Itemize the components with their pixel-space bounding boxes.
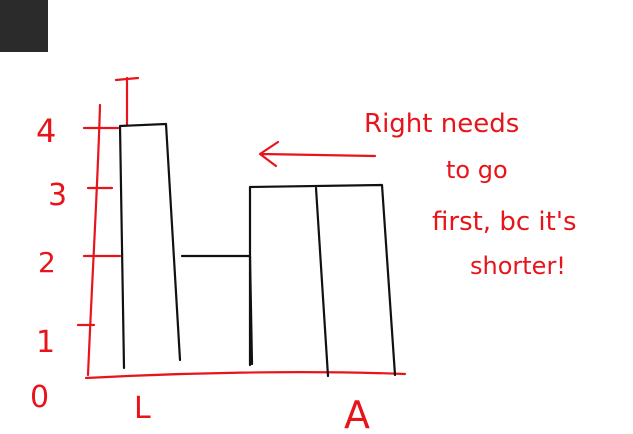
x-label-a: A xyxy=(344,393,370,434)
bar-right xyxy=(248,183,397,377)
note-line-1: Right needs xyxy=(364,109,519,139)
top-mark xyxy=(114,76,140,127)
x-label-l: L xyxy=(134,391,151,426)
y-label-0: 0 xyxy=(30,380,49,415)
note-line-4: shorter! xyxy=(470,252,566,280)
y-label-3: 3 xyxy=(48,178,67,213)
bar-left-tall xyxy=(118,122,182,370)
y-label-1: 1 xyxy=(36,325,55,360)
y-axis-line xyxy=(86,103,102,377)
note-line-2: to go xyxy=(446,156,508,184)
note-line-3: first, bc it's xyxy=(432,207,577,237)
y-label-4: 4 xyxy=(36,112,56,150)
bar-right-divider-1 xyxy=(314,186,330,378)
y-label-2: 2 xyxy=(38,246,56,279)
bar-left-mid xyxy=(180,254,254,366)
drawing-tool-button[interactable] xyxy=(0,0,48,52)
x-axis-line xyxy=(84,371,407,380)
arrow-left-icon xyxy=(258,140,377,168)
